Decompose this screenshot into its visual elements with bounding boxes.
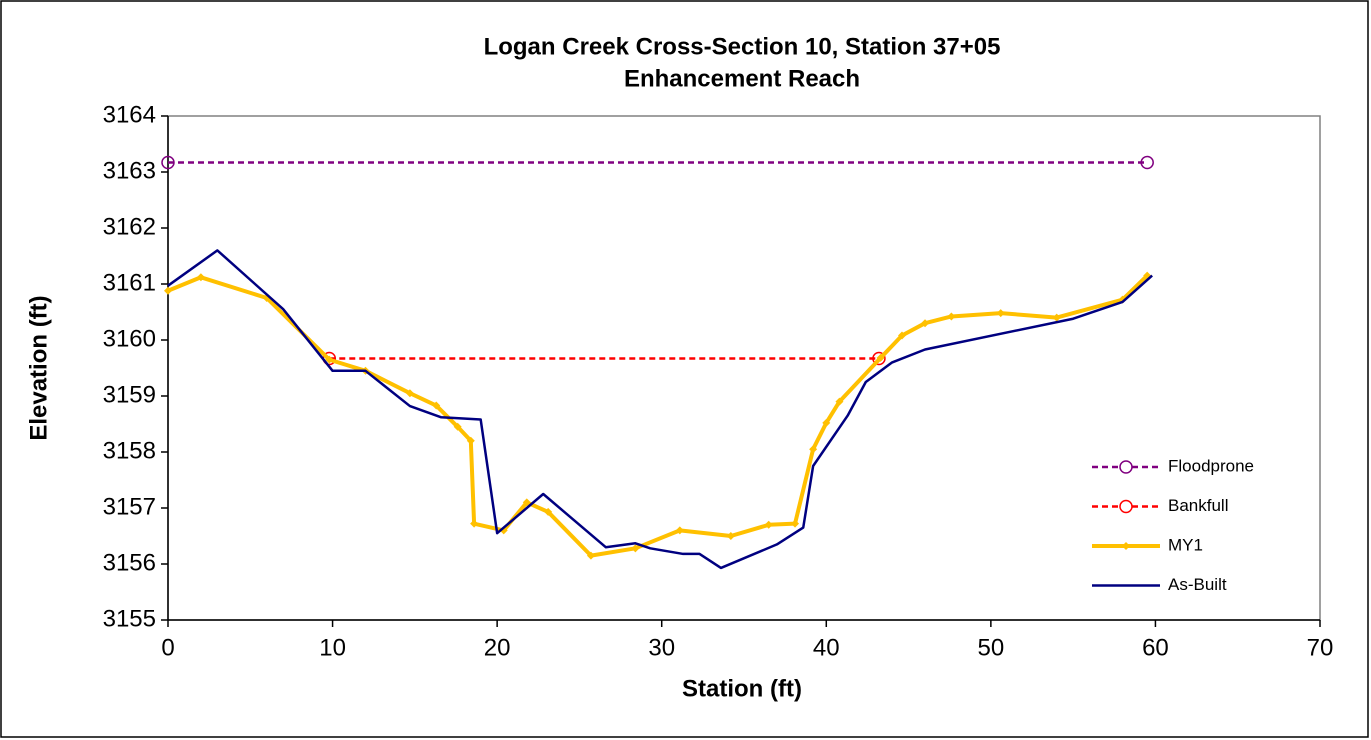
data-point bbox=[405, 389, 414, 398]
data-point bbox=[544, 507, 553, 516]
data-point bbox=[432, 401, 441, 410]
series-line bbox=[167, 249, 1153, 570]
y-tick-label: 3155 bbox=[103, 605, 156, 632]
x-axis-label: Station (ft) bbox=[682, 675, 802, 702]
data-point bbox=[947, 312, 956, 321]
legend-label: Bankfull bbox=[1168, 496, 1228, 515]
data-point bbox=[466, 436, 475, 445]
data-point bbox=[822, 418, 831, 427]
data-point bbox=[470, 519, 479, 528]
y-axis-label: Elevation (ft) bbox=[25, 295, 52, 440]
data-point bbox=[876, 353, 885, 362]
legend-label: Floodprone bbox=[1168, 456, 1254, 475]
y-tick-label: 3159 bbox=[103, 381, 156, 408]
legend-marker bbox=[1119, 499, 1133, 514]
chart-subtitle: Enhancement Reach bbox=[624, 65, 860, 92]
data-point bbox=[325, 355, 334, 364]
y-tick-label: 3162 bbox=[103, 213, 156, 240]
data-point bbox=[586, 551, 595, 560]
data-point bbox=[996, 309, 1005, 318]
x-tick-label: 10 bbox=[319, 634, 346, 661]
data-point bbox=[809, 445, 818, 454]
x-tick-label: 70 bbox=[1307, 634, 1334, 661]
y-tick-label: 3156 bbox=[103, 549, 156, 576]
y-tick-label: 3164 bbox=[103, 101, 156, 128]
x-tick-label: 20 bbox=[484, 634, 511, 661]
x-tick-label: 30 bbox=[648, 634, 675, 661]
x-tick-label: 0 bbox=[161, 634, 174, 661]
y-tick-label: 3160 bbox=[103, 325, 156, 352]
data-point bbox=[675, 526, 684, 535]
data-point bbox=[764, 520, 773, 529]
y-tick-label: 3163 bbox=[103, 157, 156, 184]
series-line bbox=[167, 274, 1149, 558]
legend-marker bbox=[1122, 542, 1130, 550]
data-point bbox=[164, 286, 172, 295]
y-tick-label: 3157 bbox=[103, 493, 156, 520]
data-point bbox=[897, 331, 906, 340]
legend-label: As-Built bbox=[1168, 575, 1227, 594]
x-tick-label: 60 bbox=[1142, 634, 1169, 661]
data-point bbox=[872, 351, 886, 366]
y-tick-label: 3161 bbox=[103, 269, 156, 296]
chart-title: Logan Creek Cross-Section 10, Station 37… bbox=[484, 33, 1001, 60]
data-point bbox=[522, 498, 531, 507]
x-tick-label: 40 bbox=[813, 634, 840, 661]
data-point bbox=[631, 544, 640, 553]
data-point bbox=[1140, 155, 1154, 170]
legend-marker bbox=[1119, 460, 1133, 474]
data-point bbox=[453, 422, 462, 431]
data-point bbox=[791, 519, 800, 528]
data-point bbox=[726, 532, 735, 540]
data-point bbox=[921, 319, 930, 328]
data-point bbox=[835, 397, 844, 406]
data-point bbox=[196, 273, 205, 282]
y-tick-label: 3158 bbox=[103, 437, 156, 464]
data-point bbox=[161, 155, 175, 170]
x-tick-label: 50 bbox=[978, 634, 1005, 661]
data-point bbox=[1052, 313, 1061, 322]
legend-label: MY1 bbox=[1168, 535, 1203, 554]
